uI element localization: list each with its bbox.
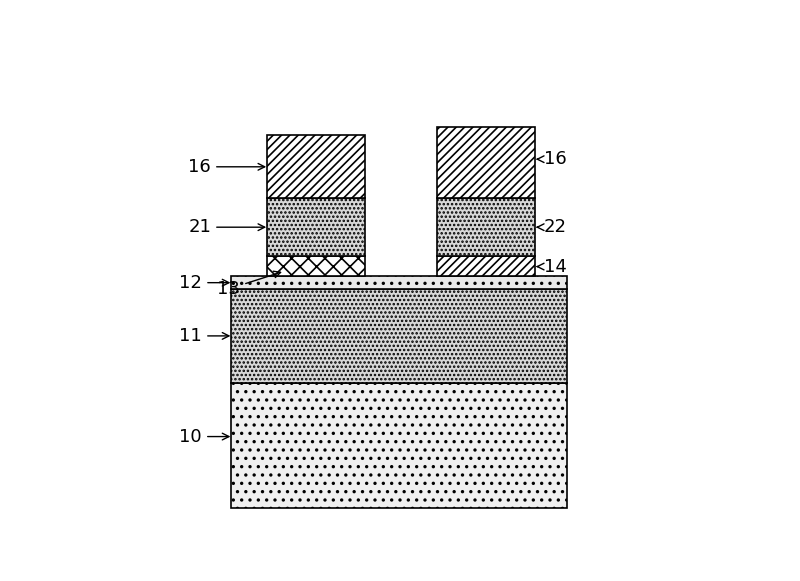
Bar [231, 289, 566, 383]
Bar [437, 127, 535, 198]
Bar [437, 256, 535, 277]
Text: 21: 21 [188, 218, 265, 236]
Bar [267, 135, 366, 198]
Text: 14: 14 [538, 257, 567, 275]
Text: 11: 11 [179, 327, 229, 345]
Bar [267, 198, 366, 256]
Bar [267, 256, 366, 277]
Text: 22: 22 [538, 218, 567, 236]
Text: 12: 12 [179, 274, 229, 292]
Text: 16: 16 [538, 150, 566, 168]
Text: 16: 16 [188, 158, 265, 176]
Text: 13: 13 [218, 271, 281, 298]
Bar [231, 383, 566, 508]
Text: 10: 10 [179, 428, 229, 446]
Bar [231, 277, 566, 289]
Bar [437, 198, 535, 256]
